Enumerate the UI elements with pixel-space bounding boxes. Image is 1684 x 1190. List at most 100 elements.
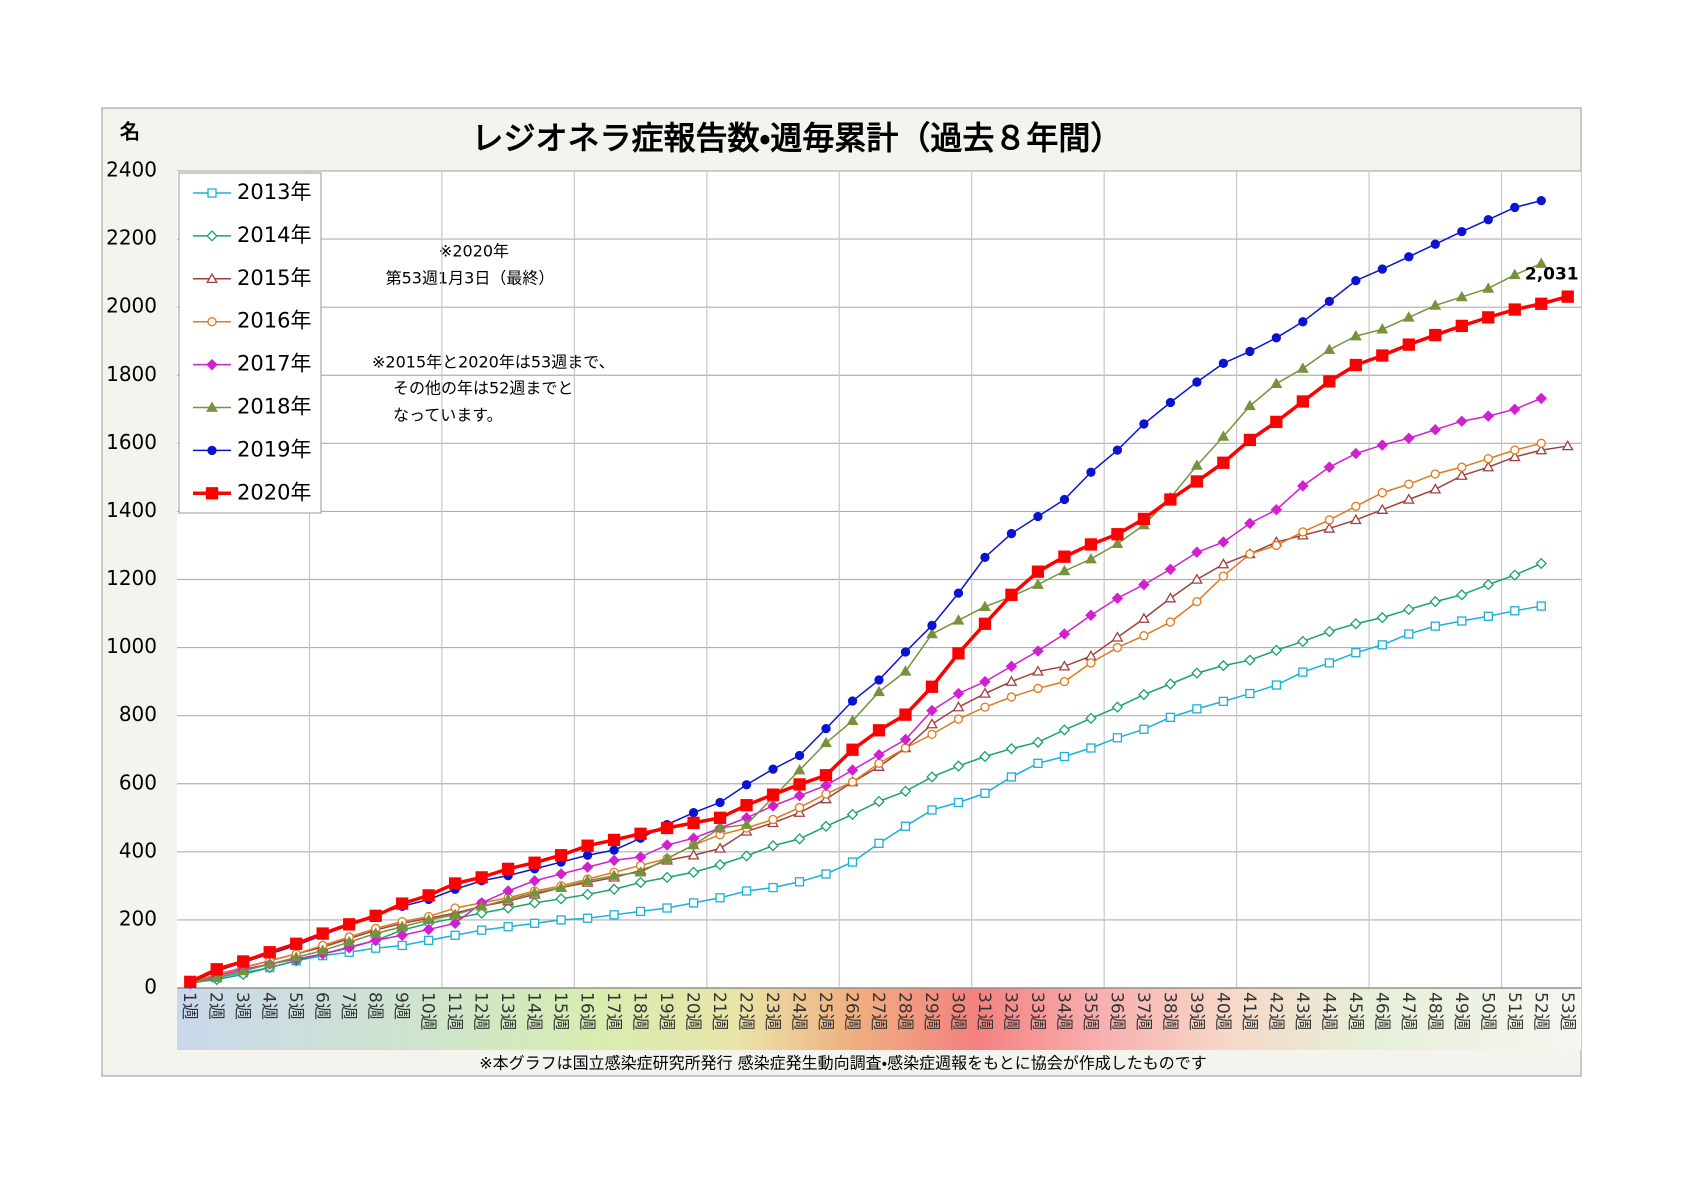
- marker: [1112, 445, 1123, 455]
- marker: [1350, 618, 1362, 630]
- marker: [740, 850, 753, 862]
- marker: [554, 849, 568, 862]
- marker: [1376, 323, 1389, 334]
- x-tick-label: 51週: [1504, 992, 1524, 1031]
- series-line: [190, 442, 1542, 984]
- marker: [688, 898, 699, 908]
- marker: [714, 842, 726, 853]
- marker: [1165, 712, 1176, 723]
- x-axis-band: [177, 988, 1581, 1050]
- legend-label: 2016年: [237, 309, 311, 333]
- marker: [1430, 469, 1440, 479]
- y-tick-label: 400: [119, 838, 157, 862]
- x-tick-label: 13週: [497, 992, 517, 1031]
- marker: [263, 958, 276, 969]
- marker: [687, 838, 700, 850]
- marker: [1296, 362, 1309, 373]
- marker: [1455, 319, 1468, 333]
- marker: [847, 857, 858, 867]
- chart-title: レジオネラ症報告数・週毎累計（過去８年間）: [472, 119, 1123, 157]
- marker: [1271, 540, 1282, 551]
- x-tick-label: 10週: [418, 992, 438, 1031]
- marker: [1059, 494, 1070, 505]
- marker: [1085, 712, 1097, 725]
- marker: [1139, 631, 1149, 641]
- marker: [661, 871, 673, 884]
- marker: [1217, 536, 1230, 548]
- marker: [608, 854, 620, 867]
- marker: [501, 862, 515, 876]
- marker: [1270, 415, 1283, 429]
- marker: [1033, 511, 1043, 522]
- marker: [662, 903, 672, 913]
- y-tick-label: 2400: [106, 158, 157, 182]
- marker: [1245, 549, 1255, 559]
- marker: [900, 821, 911, 831]
- marker: [396, 920, 409, 931]
- marker: [1164, 493, 1177, 506]
- marker: [715, 893, 725, 903]
- marker: [206, 272, 218, 284]
- series-line: [190, 605, 1542, 985]
- marker: [1243, 433, 1257, 447]
- marker: [1086, 658, 1096, 668]
- x-tick-label: 47週: [1398, 992, 1418, 1031]
- x-tick-label: 32週: [1000, 992, 1020, 1031]
- marker: [1164, 563, 1177, 576]
- x-tick-label: 7週: [338, 992, 358, 1020]
- marker: [1111, 528, 1124, 541]
- x-tick-label: 14週: [524, 992, 544, 1031]
- marker: [1510, 445, 1520, 455]
- marker: [873, 795, 885, 808]
- marker: [1086, 743, 1096, 753]
- marker: [422, 913, 435, 925]
- marker: [899, 708, 912, 721]
- marker: [1508, 450, 1521, 462]
- marker: [1402, 311, 1415, 322]
- marker: [1111, 631, 1124, 642]
- marker: [1192, 704, 1202, 714]
- x-tick-label: 8週: [365, 992, 385, 1020]
- marker: [1058, 550, 1071, 563]
- marker: [1032, 665, 1044, 676]
- marker: [555, 868, 567, 880]
- marker: [1351, 501, 1361, 511]
- y-tick-label: 1200: [106, 566, 157, 590]
- marker: [1005, 588, 1018, 601]
- marker: [502, 893, 515, 904]
- x-tick-label: 15週: [550, 992, 570, 1031]
- marker: [1058, 660, 1071, 671]
- marker: [952, 647, 965, 660]
- y-tick-label: 1400: [106, 498, 157, 522]
- marker: [1218, 696, 1229, 707]
- y-tick-label: 800: [119, 702, 157, 726]
- marker: [846, 808, 859, 821]
- marker: [846, 714, 859, 726]
- data-label: 2,031: [1525, 265, 1579, 285]
- marker: [741, 780, 752, 790]
- marker: [953, 588, 964, 598]
- x-tick-label: 49週: [1451, 992, 1471, 1031]
- marker: [1536, 438, 1546, 448]
- marker: [1191, 667, 1203, 679]
- marker: [424, 935, 434, 945]
- marker: [1482, 282, 1495, 293]
- legend-label: 2020年: [237, 480, 311, 504]
- marker: [1402, 493, 1415, 504]
- legend-box: [178, 172, 322, 514]
- marker: [1456, 415, 1468, 427]
- marker: [661, 839, 673, 851]
- x-tick-label: 39週: [1186, 992, 1206, 1031]
- marker: [634, 866, 647, 877]
- x-tick-label: 16週: [577, 992, 597, 1031]
- legend-label: 2017年: [237, 352, 311, 376]
- marker: [1245, 346, 1255, 357]
- annotation: なっています。: [393, 406, 503, 425]
- y-tick-label: 600: [119, 770, 157, 794]
- marker: [821, 869, 831, 879]
- marker: [608, 883, 620, 895]
- marker: [1111, 592, 1124, 604]
- marker: [529, 918, 540, 928]
- marker: [1217, 558, 1230, 569]
